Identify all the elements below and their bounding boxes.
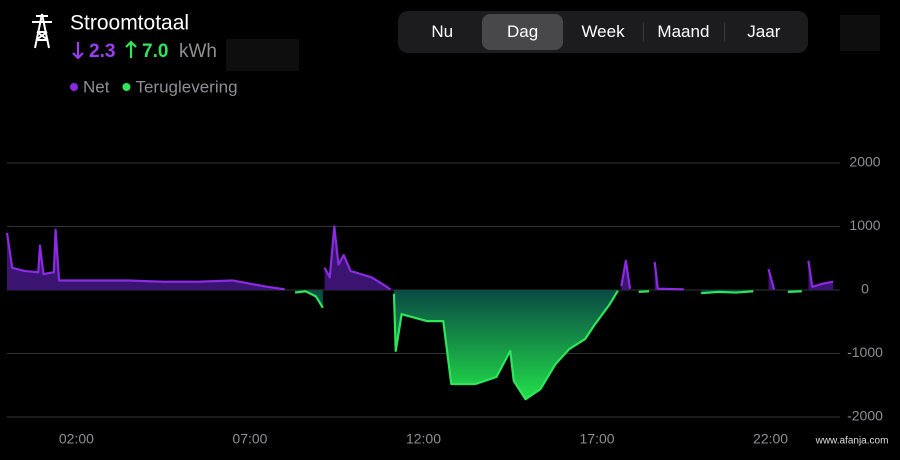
tab[interactable]: Week xyxy=(581,22,625,41)
y-tick-label: -2000 xyxy=(847,408,883,424)
plot: 2000 1000 0 -1000 -2000 02:00 07:00 12:00 17:00 2… xyxy=(5,154,883,447)
y-tick-label: 0 xyxy=(861,281,869,297)
import-arrow xyxy=(72,42,84,60)
y-tick-label: 1000 xyxy=(849,217,880,233)
redaction xyxy=(226,39,299,71)
tab[interactable]: Jaar xyxy=(723,14,804,50)
x-tick-label: 07:00 xyxy=(232,431,267,447)
tab[interactable]: Dag xyxy=(482,14,563,50)
x-tick-label: 22:00 xyxy=(753,431,788,447)
area-fill xyxy=(295,290,802,400)
export-arrow xyxy=(125,40,137,58)
tab[interactable]: Maand xyxy=(643,14,723,50)
legend-label: Teruglevering xyxy=(135,77,237,96)
unit: kWh xyxy=(179,41,217,62)
x-tick-label: 17:00 xyxy=(580,431,615,447)
y-tick-label: -1000 xyxy=(847,344,883,360)
import-value: 2.3 xyxy=(89,41,115,62)
y-tick-label: 2000 xyxy=(849,154,880,170)
x-tick-label: 12:00 xyxy=(406,431,441,447)
legend-swatch xyxy=(122,83,131,91)
pylon-icon xyxy=(32,13,52,49)
title: Stroomtotaal xyxy=(70,12,189,35)
tab[interactable]: Nu xyxy=(431,22,454,41)
x-tick-label: 02:00 xyxy=(59,431,94,447)
watermark: www.afanja.com xyxy=(815,436,889,447)
export-value: 7.0 xyxy=(142,41,168,62)
series-line xyxy=(5,225,834,291)
legend: Net Teruglevering xyxy=(70,77,238,96)
area-fill xyxy=(7,226,834,290)
series-line xyxy=(294,290,802,401)
redaction xyxy=(840,15,880,51)
legend-swatch xyxy=(70,83,78,91)
segmented-control: Nu Dag Week Maand Jaar xyxy=(398,11,808,53)
legend-label: Net xyxy=(83,77,110,96)
